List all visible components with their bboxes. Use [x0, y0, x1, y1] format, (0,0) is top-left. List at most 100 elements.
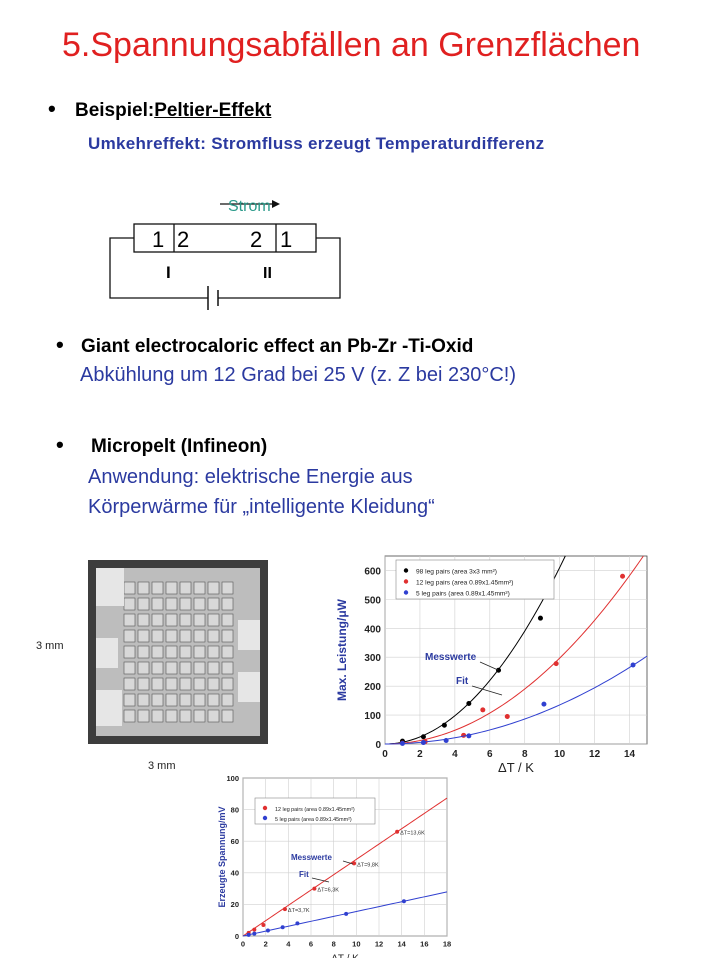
x-tick-label: 10	[554, 749, 566, 760]
y-tick-label: 100	[226, 774, 239, 783]
data-point	[265, 928, 270, 933]
x-tick-label: 12	[589, 749, 601, 760]
chip-leg-cell	[123, 613, 136, 627]
chip-leg-cell	[165, 629, 178, 643]
chip-leg-cell	[123, 629, 136, 643]
chip-leg-cell	[193, 613, 206, 627]
chip-leg-cell	[221, 693, 234, 707]
data-point	[252, 931, 257, 936]
electrocaloric-description: Abkühlung um 12 Grad bei 25 V (z. Z bei …	[80, 364, 517, 386]
chip-leg-cell	[165, 709, 178, 723]
data-point	[443, 738, 449, 744]
y-tick-label: 0	[375, 740, 381, 751]
micropelt-chip-drawing	[96, 568, 260, 736]
legend-marker	[262, 805, 268, 811]
point-annotation: ΔT=6,3K	[317, 888, 339, 894]
chip-leg-cell	[221, 709, 234, 723]
data-point	[480, 707, 486, 713]
y-tick-label: 0	[235, 932, 239, 941]
annotation-label: Messwerte	[425, 652, 477, 663]
x-tick-label: 0	[382, 749, 388, 760]
x-tick-label: 4	[452, 749, 458, 760]
chip-leg-cell	[179, 645, 192, 659]
legend-marker	[403, 568, 409, 573]
legend-label: 98 leg pairs (area 3x3 mm²)	[416, 569, 497, 576]
x-tick-label: 8	[332, 940, 336, 949]
chip-leg-cell	[193, 677, 206, 691]
x-tick-label: 8	[522, 749, 528, 760]
data-point	[420, 740, 426, 746]
chip-leg-cell	[165, 613, 178, 627]
bullet-peltier: • Beispiel:Peltier-Effekt	[48, 96, 271, 122]
chip-leg-cell	[151, 677, 164, 691]
x-tick-label: 10	[352, 940, 360, 949]
chip-pad	[96, 638, 118, 668]
annotation-arrow	[479, 661, 499, 671]
x-tick-label: 2	[264, 940, 268, 949]
data-point	[312, 886, 317, 891]
chip-leg-cell	[123, 709, 136, 723]
bullet-dot: •	[48, 96, 56, 121]
data-point	[399, 740, 405, 746]
chip-leg-grid	[123, 581, 234, 723]
data-point	[420, 734, 426, 740]
chip-leg-cell	[151, 581, 164, 595]
x-axis-label: ΔT / K	[498, 760, 534, 775]
region-label-II: II	[263, 265, 272, 282]
y-tick-label: 300	[364, 653, 381, 664]
chip-leg-cell	[179, 581, 192, 595]
bullet-peltier-prefix: Beispiel:	[74, 100, 155, 121]
chip-leg-cell	[165, 693, 178, 707]
y-axis-label: Max. Leistung/μW	[335, 598, 349, 701]
legend-marker	[403, 579, 409, 584]
data-point	[246, 932, 251, 937]
data-point	[395, 829, 400, 834]
chip-leg-cell	[123, 693, 136, 707]
chip-leg-cell	[137, 629, 150, 643]
chip-leg-cell	[179, 629, 192, 643]
bullet-electrocaloric-label: Giant electrocaloric effect an Pb-Zr -Ti…	[80, 336, 474, 357]
data-point	[466, 701, 472, 707]
region-number-1: 1	[152, 227, 164, 252]
y-tick-label: 200	[364, 682, 381, 693]
y-tick-label: 400	[364, 624, 381, 635]
chip-leg-cell	[165, 677, 178, 691]
chip-pad	[96, 568, 124, 606]
chip-leg-cell	[151, 613, 164, 627]
legend-box	[395, 559, 555, 600]
legend-label: 12 leg pairs (area 0.89x1.45mm²)	[275, 807, 355, 813]
chip-leg-cell	[221, 629, 234, 643]
data-point	[252, 927, 257, 932]
chip-leg-cell	[151, 597, 164, 611]
point-annotation: ΔT=3,7K	[288, 908, 310, 914]
chip-leg-cell	[193, 693, 206, 707]
chip-leg-cell	[207, 597, 220, 611]
x-tick-label: 18	[443, 940, 451, 949]
x-tick-label: 6	[487, 749, 493, 760]
data-point	[261, 922, 266, 927]
current-arrow-head	[272, 200, 280, 208]
data-point	[344, 911, 349, 916]
data-point	[537, 615, 543, 621]
micropelt-description-line2: Körperwärme für „intelligente Kleidung“	[88, 496, 435, 518]
chip-leg-cell	[179, 693, 192, 707]
chip-leg-cell	[123, 645, 136, 659]
chip-leg-cell	[137, 597, 150, 611]
region-number-3: 2	[250, 227, 262, 252]
chip-leg-cell	[165, 597, 178, 611]
micropelt-chip-photo	[88, 560, 268, 744]
chip-leg-cell	[207, 581, 220, 595]
chip-leg-cell	[137, 581, 150, 595]
chip-leg-cell	[165, 661, 178, 675]
data-point	[620, 573, 626, 579]
legend-box	[254, 797, 376, 825]
chip-leg-cell	[179, 661, 192, 675]
x-tick-label: 4	[286, 940, 291, 949]
chip-leg-cell	[207, 677, 220, 691]
data-point	[496, 667, 502, 673]
power-chart: 0 2 4 6 8 10 12 14 0 100 200 300 400 500 600 ΔT / K Max.…	[335, 555, 648, 775]
data-point	[282, 907, 287, 912]
annotation-arrow	[311, 877, 330, 883]
chip-leg-cell	[165, 581, 178, 595]
chip-leg-cell	[207, 645, 220, 659]
